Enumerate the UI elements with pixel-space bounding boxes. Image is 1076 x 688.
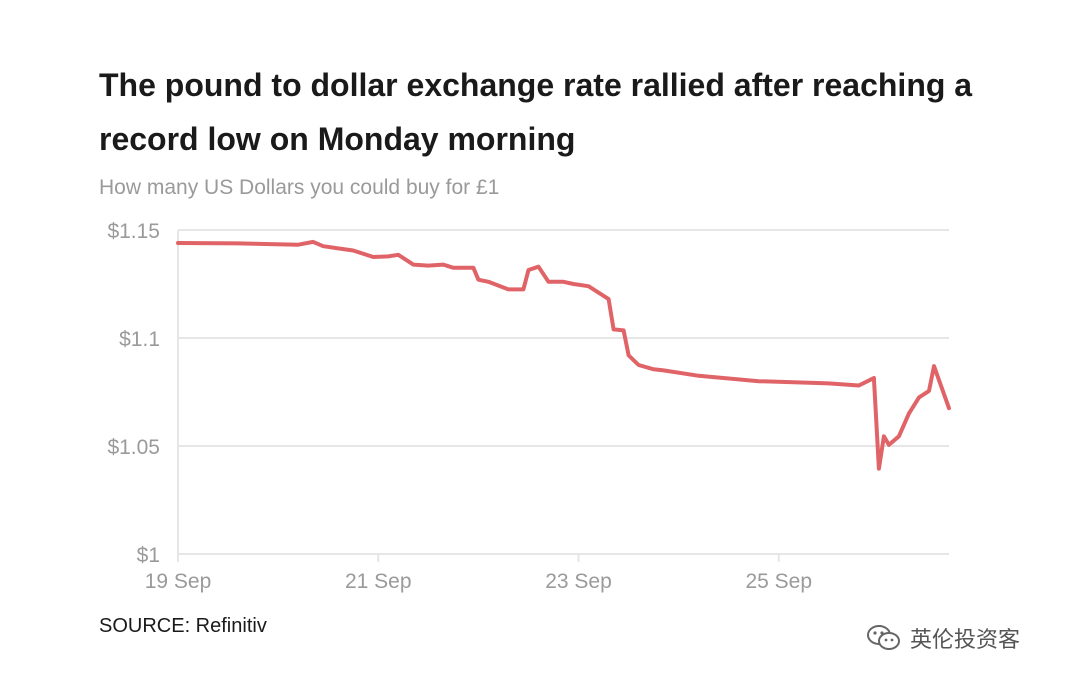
source-note: SOURCE: Refinitiv — [99, 615, 267, 637]
axes: $1 $1.05 $1.1 $1.15 19 Sep 21 Sep 23 Sep 25 Sep — [107, 220, 812, 593]
series-layer — [176, 239, 951, 471]
watermark-text: 英伦投资客 — [910, 628, 1021, 653]
y-tick-label: $1.05 — [107, 436, 160, 459]
series-line-0 — [176, 239, 951, 471]
chart-subtitle: How many US Dollars you could buy for £1 — [99, 176, 500, 199]
watermark: 英伦投资客 — [866, 622, 1020, 654]
gridlines — [178, 229, 949, 555]
chart-title: The pound to dollar exchange rate rallie… — [99, 67, 973, 157]
y-tick-label: $1.1 — [119, 328, 160, 351]
wechat-icon — [867, 625, 900, 650]
x-tick-label: 23 Sep — [545, 570, 612, 593]
y-tick-label: $1 — [137, 544, 160, 567]
x-tick-label: 25 Sep — [745, 570, 812, 593]
x-tick-label: 19 Sep — [145, 570, 212, 593]
y-tick-label: $1.15 — [107, 220, 160, 243]
x-tick-label: 21 Sep — [345, 570, 412, 593]
